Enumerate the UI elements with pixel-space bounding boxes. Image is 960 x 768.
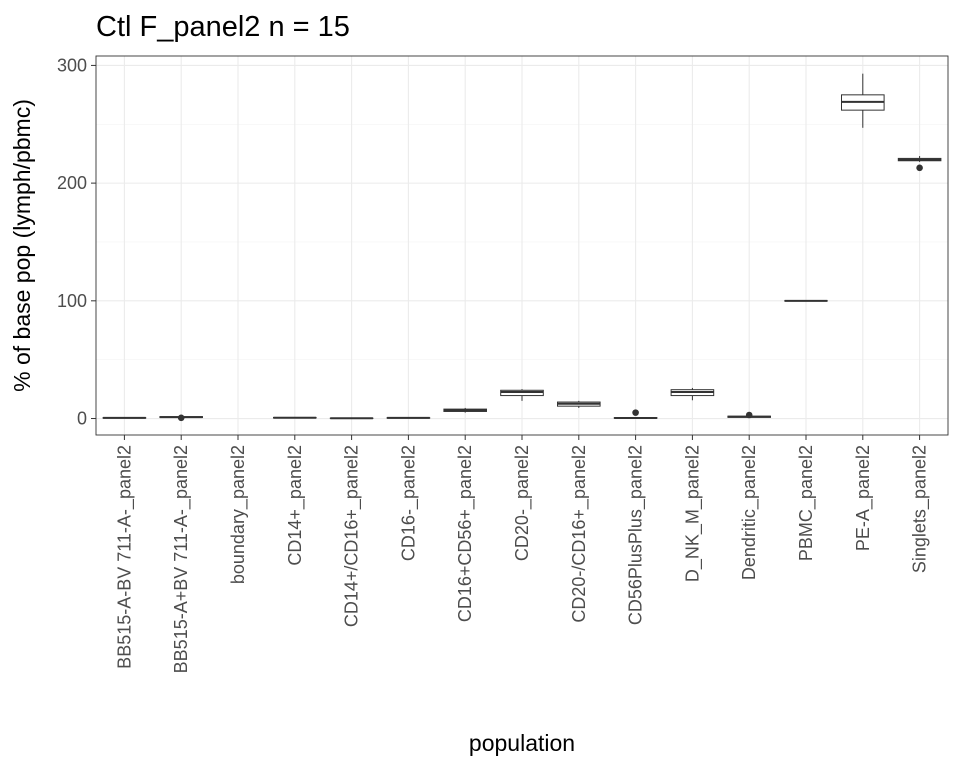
outlier-point (745, 411, 753, 419)
x-tick-label: CD56PlusPlus_panel2 (626, 445, 647, 625)
x-axis: BB515-A-BV 711-A-_panel2 BB515-A+BV 711-A… (114, 435, 931, 673)
boxplots (102, 73, 942, 422)
x-tick-label: D_NK_M_panel2 (682, 445, 703, 582)
boxplot (443, 407, 487, 413)
chart-title: Ctl F_panel2 n = 15 (96, 11, 350, 43)
y-tick-label: 200 (57, 173, 87, 193)
x-tick-label: boundary_panel2 (228, 445, 249, 584)
boxplot (386, 416, 431, 419)
y-tick-label: 300 (57, 55, 87, 75)
boxplot (500, 389, 544, 401)
y-axis-title: % of base pop (lymph/pbmc) (9, 99, 35, 392)
boxplot (273, 416, 317, 419)
x-tick-label: PE-A_panel2 (853, 445, 874, 551)
x-tick-label: CD20-_panel2 (512, 445, 533, 561)
grid-lines (96, 56, 948, 435)
plot-panel (95, 55, 949, 436)
boxplot (727, 411, 772, 419)
x-tick-label: PBMC_panel2 (796, 445, 817, 561)
outlier-point (177, 414, 185, 422)
boxplot (841, 73, 885, 128)
boxplot (102, 416, 147, 419)
x-tick-label: CD16+CD56+_panel2 (455, 445, 476, 622)
x-axis-title: population (469, 730, 575, 756)
boxplot (897, 156, 942, 172)
x-tick-label: CD20-/CD16+_panel2 (569, 445, 590, 623)
y-tick-label: 0 (77, 409, 87, 429)
outlier-point (632, 409, 639, 416)
x-tick-label: BB515-A-BV 711-A-_panel2 (114, 445, 135, 669)
boxplot (613, 409, 658, 420)
x-tick-label: BB515-A+BV 711-A-_panel2 (171, 445, 192, 673)
boxplot (557, 400, 601, 408)
x-tick-label: CD14+_panel2 (285, 445, 306, 566)
x-tick-label: Dendritic_panel2 (739, 445, 760, 580)
boxplot (670, 387, 715, 401)
x-tick-label: Singlets_panel2 (910, 445, 931, 573)
outlier-point (916, 164, 923, 172)
y-axis: 0 100 200 300 (57, 55, 96, 429)
x-tick-label: CD14+/CD16+_panel2 (342, 445, 363, 627)
x-tick-label: CD16-_panel2 (398, 445, 419, 561)
y-tick-label: 100 (57, 291, 87, 311)
boxplot (159, 414, 203, 422)
